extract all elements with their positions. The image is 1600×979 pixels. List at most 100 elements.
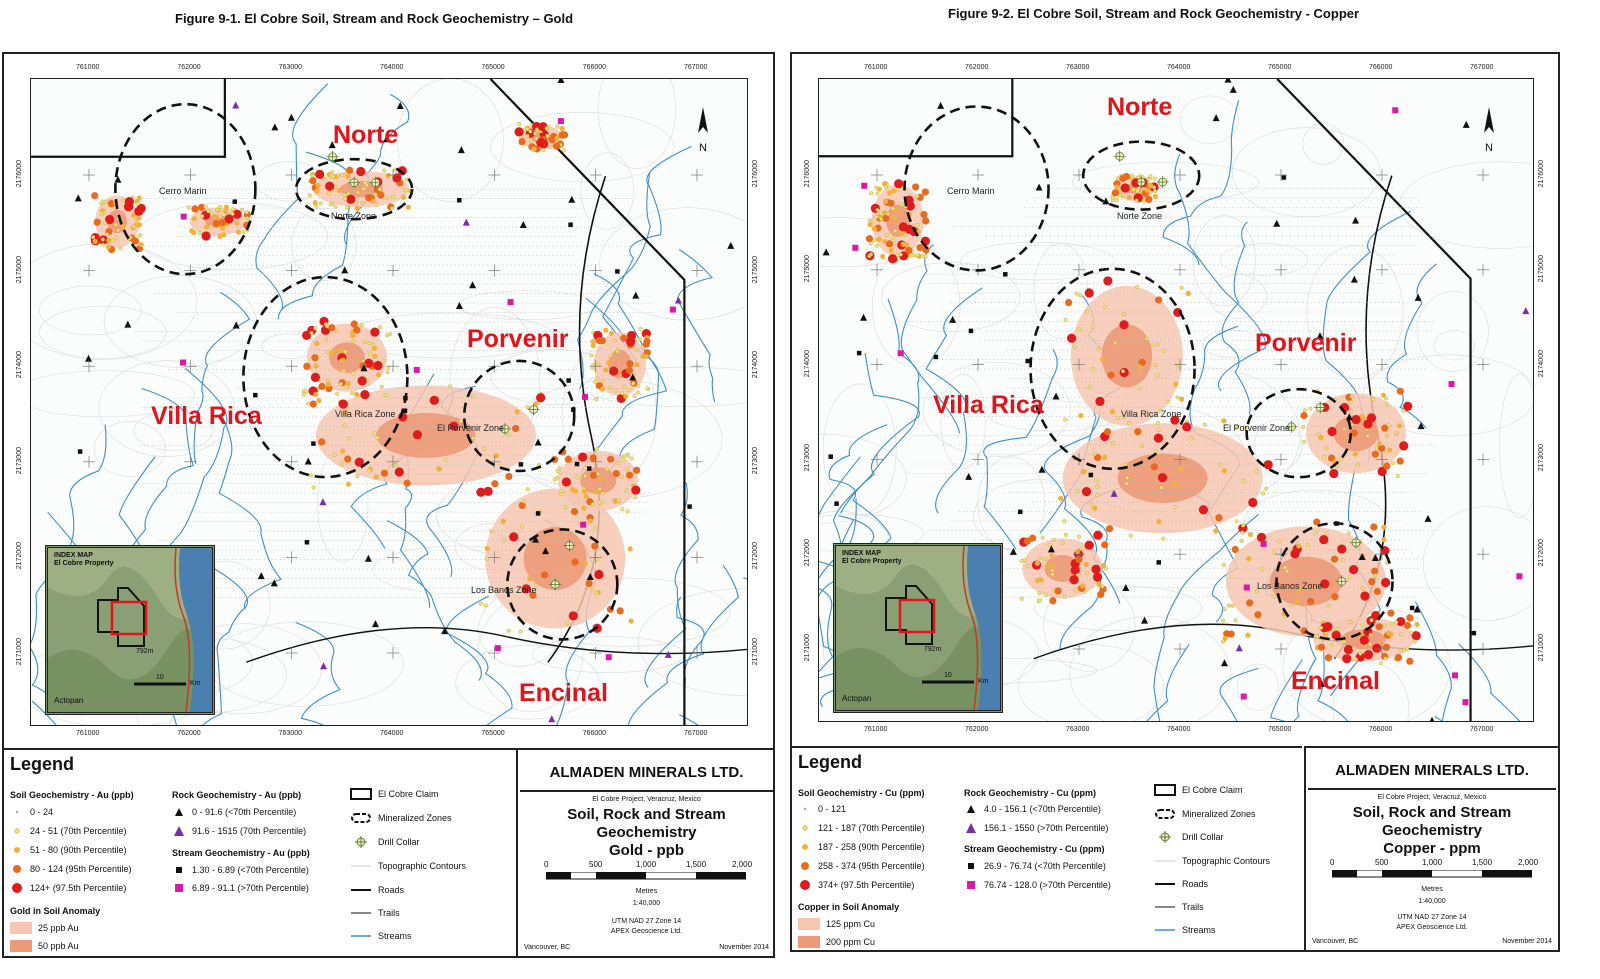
index-map-elevation: 792m [136, 648, 154, 655]
legend-soil-item: 258 - 374 (95th Percentile) [798, 860, 925, 872]
legend-rock-heading: Rock Geochemistry - Cu (ppm) [964, 788, 1097, 798]
x-tick-label: 766000 [582, 730, 607, 737]
zone-name-el-porvenir-zone: El Porvenir Zone [437, 423, 505, 433]
y-tick-label: 2176000 [16, 160, 23, 188]
index-map-canvas [836, 546, 1000, 710]
x-tick-label: 763000 [1066, 64, 1090, 71]
y-tick-label: 2171000 [1538, 634, 1545, 662]
legend-claim: El Cobre Claim [1154, 784, 1243, 796]
figure-title: Figure 9-1. El Cobre Soil, Stream and Ro… [175, 11, 574, 26]
x-tick-label: 767000 [684, 64, 708, 71]
legend: Legend Soil Geochemistry - Cu (ppm) 0 - … [792, 746, 1302, 952]
x-tick-label: 766000 [1369, 64, 1393, 71]
x-tick-label: 762000 [177, 64, 201, 71]
index-map-scale-unit: Km [190, 680, 201, 687]
legend-soil-heading: Soil Geochemistry - Au (ppb) [10, 790, 134, 800]
legend-title: Legend [798, 752, 863, 772]
legend-soil-item: 374+ (97.5th Percentile) [798, 879, 914, 891]
place: Vancouver, BC [1312, 938, 1359, 945]
x-tick-label: 767000 [1470, 726, 1494, 733]
index-map-elevation: 792m [924, 646, 942, 653]
scale-unit: Metres [635, 888, 658, 895]
index-map: INDEX MAP El Cobre Property 792m Actopan… [45, 545, 215, 715]
zone-name-los-banos-zone: Los Banos Zone [1257, 581, 1323, 591]
x-tick-label: 767000 [1470, 64, 1494, 71]
zone-name-villa-rica-zone: Villa Rica Zone [1121, 409, 1182, 419]
x-tick-label: 761000 [76, 730, 100, 737]
x-tick-label: 763000 [278, 730, 303, 737]
x-tick-label: 762000 [965, 726, 989, 733]
legend-rock-item: 156.1 - 1550 (>70th Percentile) [964, 822, 1108, 834]
map-title-line1: Soil, Rock and Stream [567, 806, 726, 823]
zone-label-villa-rica: Villa Rica [933, 391, 1044, 419]
x-tick-label: 765000 [1268, 64, 1292, 71]
map-title-line1: Soil, Rock and Stream [1352, 804, 1512, 821]
y-tick-label: 2176000 [752, 160, 759, 188]
y-tick-label: 2175000 [1538, 254, 1545, 283]
y-tick-label: 2172000 [16, 542, 23, 570]
date: November 2014 [719, 944, 769, 951]
y-tick-label: 2174000 [1538, 349, 1545, 377]
map-panel: N Norte Porvenir Villa Rica Encinal Cerr… [790, 52, 1560, 952]
legend-anomaly-heading: Gold in Soil Anomaly [10, 906, 101, 916]
drill-collars [326, 150, 576, 591]
map-area[interactable]: N Norte Porvenir Villa Rica Encinal Cerr… [818, 78, 1534, 722]
y-tick-label: 2175000 [752, 255, 759, 283]
index-map-town: Actopan [842, 694, 872, 703]
legend-stream-item: 76.74 - 128.0 (>70th Percentile) [964, 879, 1111, 891]
legend-stream-heading: Stream Geochemistry - Cu (ppm) [964, 844, 1105, 854]
mineralized-zones [114, 102, 619, 641]
title-block-inner: El Cobre Project, Veracruz, Mexico Soil,… [1308, 788, 1556, 950]
y-tick-label: 2173000 [804, 444, 811, 472]
legend-contours: Topographic Contours [351, 861, 467, 871]
x-tick-label: 764000 [1167, 726, 1191, 733]
legend-contours: Topographic Contours [1155, 856, 1271, 866]
x-tick-label: 766000 [1369, 726, 1393, 733]
x-tick-label: 767000 [684, 730, 708, 737]
grid-crosses [83, 169, 703, 659]
x-tick-label: 761000 [864, 726, 888, 733]
map-area[interactable]: N Norte Porvenir Villa Rica Encinal Cerr… [30, 78, 748, 726]
legend-anomaly-heading: Copper in Soil Anomaly [798, 902, 900, 912]
zone-label-norte: Norte [1107, 93, 1173, 121]
index-map-scale-unit: Km [978, 678, 989, 685]
zone-name-norte-zone: Norte Zone [331, 211, 377, 221]
legend-soil-item: 51 - 80 (90th Percentile) [10, 844, 127, 856]
svg-text:N: N [1485, 142, 1493, 154]
legend-roads: Roads [351, 885, 405, 895]
legend-soil-item: 0 - 121 [798, 803, 846, 815]
index-map-scale: 10 [944, 672, 952, 679]
drill-collars [1113, 150, 1362, 588]
zone-label-encinal: Encinal [519, 679, 608, 707]
x-tick-label: 761000 [76, 64, 100, 71]
map-title-line2: Geochemistry [1381, 822, 1483, 839]
legend-mineralized: Mineralized Zones [350, 812, 452, 824]
legend-streams: Streams [1155, 925, 1216, 935]
scale-bar: 0 500 1,000 1,500 2,000 [1330, 858, 1540, 888]
x-tick-label: 764000 [380, 730, 404, 737]
scale-unit: Metres [1421, 886, 1443, 893]
legend-drill-collar: Drill Collar [350, 836, 420, 848]
x-tick-label: 762000 [965, 64, 989, 71]
zone-label-porvenir: Porvenir [467, 325, 569, 353]
legend-soil-heading: Soil Geochemistry - Cu (ppm) [798, 788, 925, 798]
map-panel: N Norte Porvenir Villa Rica Encinal Cerr… [2, 52, 775, 958]
legend-stream-item: 1.30 - 6.89 (<70th Percentile) [172, 864, 309, 876]
map-title-line2: Geochemistry [596, 824, 697, 841]
y-tick-label: 2176000 [1538, 160, 1545, 188]
datum: UTM NAD 27 Zone 14 [611, 918, 682, 925]
legend-roads: Roads [1155, 879, 1209, 889]
legend-stream-heading: Stream Geochemistry - Au (ppb) [172, 848, 310, 858]
project-name: El Cobre Project, Veracruz, Mexico [592, 796, 701, 803]
y-tick-label: 2172000 [752, 542, 759, 570]
zone-name-cerro-marin: Cerro Marin [159, 186, 207, 196]
title-block: ALMADEN MINERALS LTD. El Cobre Project, … [1304, 746, 1558, 952]
legend-streams: Streams [351, 931, 412, 941]
claim-boundary [819, 79, 1472, 721]
author: APEX Geoscience Ltd. [610, 928, 683, 935]
project-name: El Cobre Project, Veracruz, Mexico [1377, 794, 1487, 801]
x-tick-label: 763000 [1066, 726, 1090, 733]
date: November 2014 [1502, 938, 1552, 945]
index-map-canvas [48, 548, 212, 712]
y-tick-label: 2173000 [752, 446, 759, 475]
